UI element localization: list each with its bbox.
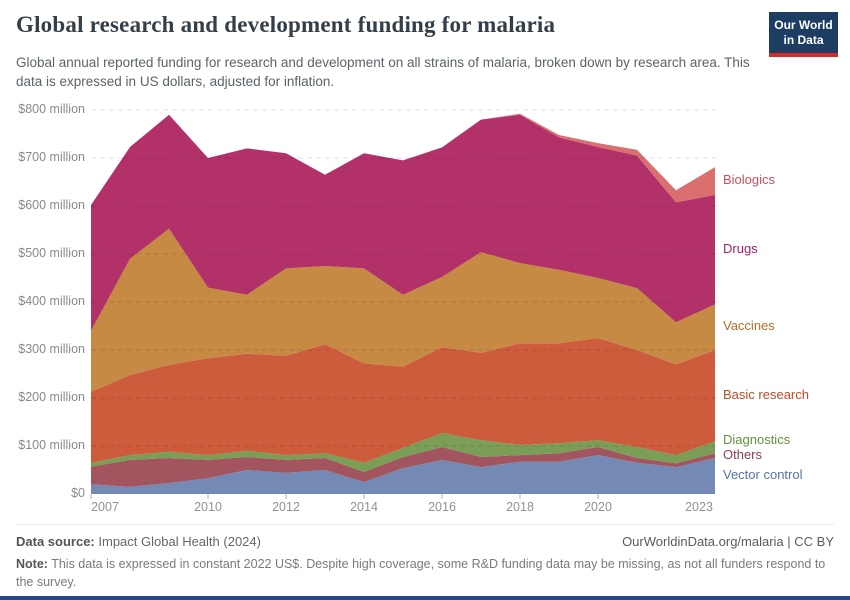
x-tick-label: 2007	[91, 500, 119, 514]
footer-note: Note: This data is expressed in constant…	[16, 556, 830, 591]
y-tick-label: $800 million	[18, 102, 85, 116]
y-tick-label: $500 million	[18, 246, 85, 260]
y-tick-label: $400 million	[18, 294, 85, 308]
legend-item-basic-research[interactable]: Basic research	[723, 386, 809, 402]
y-tick-label: $200 million	[18, 390, 85, 404]
legend-item-others[interactable]: Others	[723, 446, 763, 462]
y-tick-label: $600 million	[18, 198, 85, 212]
note-label: Note:	[16, 557, 48, 571]
data-source-label: Data source:	[16, 534, 95, 549]
page-bottom-bar	[0, 596, 850, 600]
data-source-value: Impact Global Health (2024)	[98, 534, 261, 549]
y-tick-label: $0	[71, 486, 85, 500]
x-tick-label: 2010	[194, 500, 222, 514]
owid-logo: Our World in Data	[769, 12, 838, 57]
x-tick-label: 2020	[584, 500, 612, 514]
chart-subtitle: Global annual reported funding for resea…	[16, 55, 750, 90]
legend-item-vector-control[interactable]: Vector control	[723, 467, 803, 482]
legend-item-biologics[interactable]: Biologics	[723, 172, 776, 188]
x-tick-label: 2012	[272, 500, 300, 514]
legend-item-vaccines[interactable]: Vaccines	[723, 318, 775, 334]
source-link[interactable]: OurWorldinData.org/malaria | CC BY	[622, 534, 834, 549]
y-tick-label: $300 million	[18, 342, 85, 356]
y-tick-label: $700 million	[18, 150, 85, 164]
legend-item-drugs[interactable]: Drugs	[723, 240, 758, 256]
legend-item-diagnostics[interactable]: Diagnostics	[723, 431, 791, 447]
note-text: This data is expressed in constant 2022 …	[16, 557, 826, 589]
owid-logo-line1: Our World	[774, 18, 833, 32]
x-tick-label: 2014	[350, 500, 378, 514]
owid-logo-line2: in Data	[783, 33, 824, 47]
x-tick-label: 2023	[685, 500, 713, 514]
x-tick-label: 2018	[506, 500, 534, 514]
data-source-line: Data source: Impact Global Health (2024)	[16, 534, 261, 549]
page-title: Global research and development funding …	[16, 12, 556, 37]
chart-footer: Data source: Impact Global Health (2024)…	[16, 524, 834, 591]
x-tick-label: 2016	[428, 500, 456, 514]
y-tick-label: $100 million	[18, 438, 85, 452]
